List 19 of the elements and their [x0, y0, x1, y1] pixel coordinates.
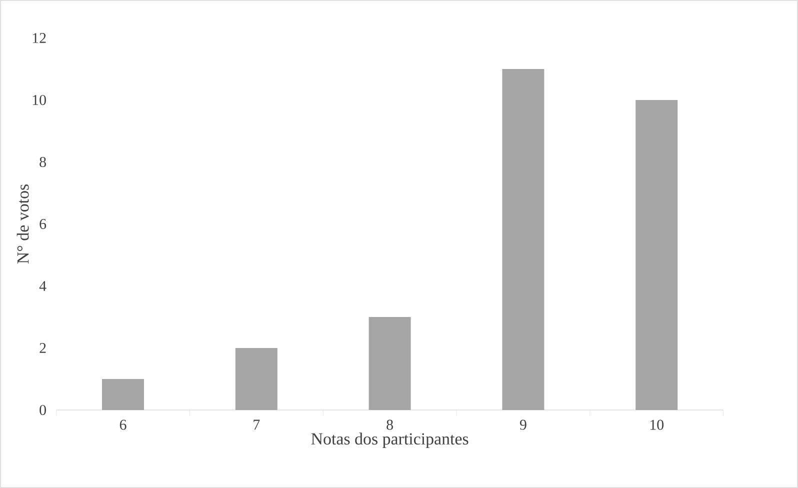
x-axis-title: Notas dos participantes [311, 432, 468, 448]
x-tick-label: 8 [386, 420, 393, 430]
bar [235, 348, 278, 410]
x-tick-label: 10 [650, 420, 664, 430]
y-tick-label: 10 [32, 94, 46, 106]
y-tick-label: 0 [40, 404, 46, 416]
bar [502, 68, 544, 410]
x-tick-label: 9 [520, 420, 526, 430]
bar [102, 378, 144, 410]
y-tick-label: 2 [40, 343, 46, 353]
y-tick-label: 12 [32, 33, 46, 43]
bar [636, 100, 678, 410]
y-tick-label: 8 [40, 156, 46, 168]
y-axis-title: N° de votos [16, 184, 29, 264]
x-tick-label: 6 [120, 420, 126, 430]
y-tick-label: 4 [39, 281, 46, 291]
bar [368, 316, 411, 410]
y-tick-label: 6 [40, 218, 46, 229]
x-tick-label: 7 [254, 420, 260, 430]
